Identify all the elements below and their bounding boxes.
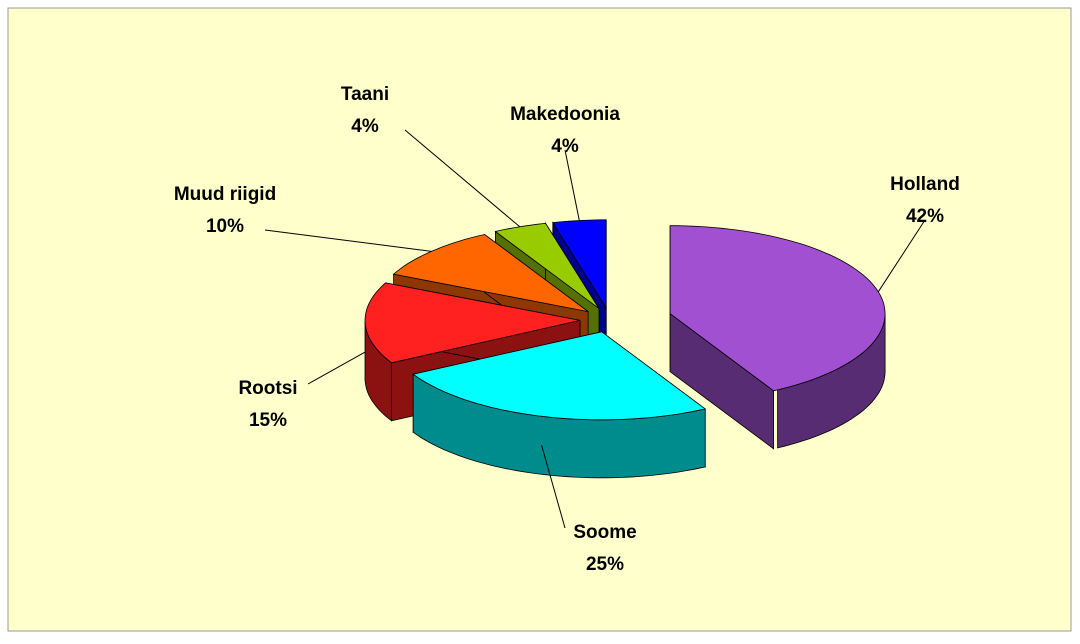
- value-label: 15%: [249, 410, 287, 431]
- category-label: Taani: [341, 84, 389, 105]
- category-label: Muud riigid: [174, 184, 276, 205]
- slice: [669, 225, 886, 392]
- slice: [552, 219, 607, 310]
- value-label: 42%: [906, 206, 944, 227]
- leader-line: [541, 445, 566, 529]
- value-label: 10%: [206, 216, 244, 237]
- leader-line: [404, 129, 521, 228]
- value-label: 4%: [551, 136, 579, 157]
- slice: [412, 331, 707, 421]
- category-label: Makedoonia: [510, 104, 620, 125]
- slice: [494, 222, 600, 309]
- leader-line: [564, 149, 580, 221]
- value-label: 4%: [351, 116, 379, 137]
- category-label: Holland: [890, 174, 960, 195]
- value-label: 25%: [586, 554, 624, 575]
- leader-line: [264, 229, 432, 252]
- leader-line: [307, 351, 366, 385]
- slice: [364, 282, 581, 364]
- category-label: Rootsi: [238, 378, 297, 399]
- leader-line: [877, 219, 926, 293]
- category-label: Soome: [573, 522, 636, 543]
